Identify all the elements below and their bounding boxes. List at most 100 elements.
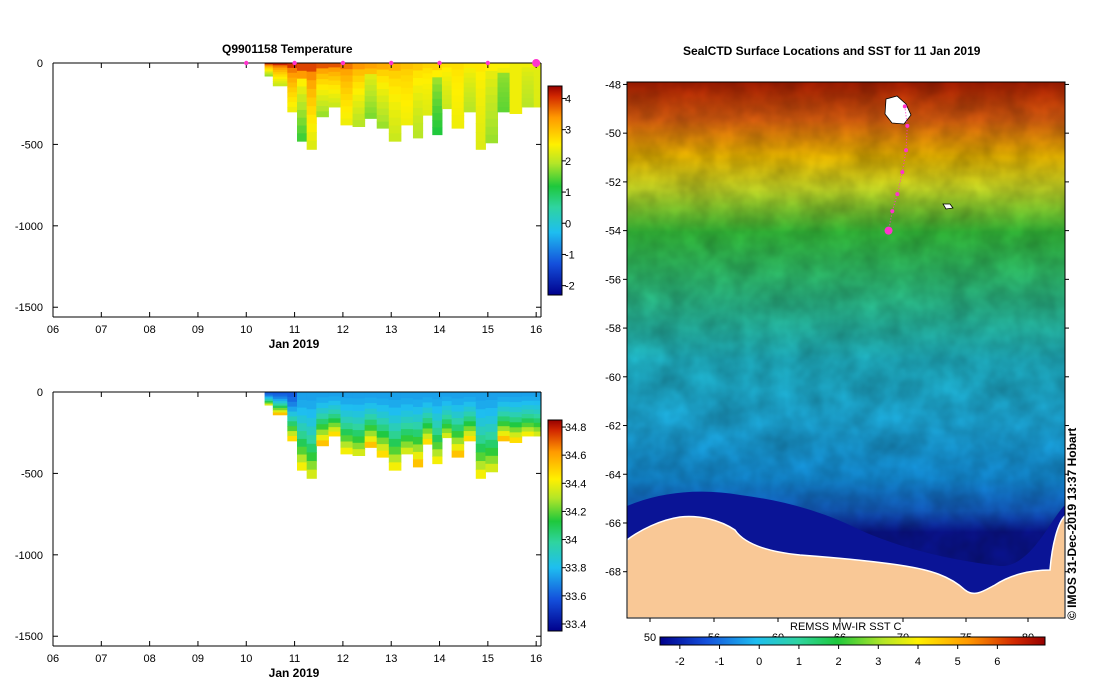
salinity-cell [533,409,541,415]
temperature-cell [441,76,453,82]
temperature-cell [441,72,453,78]
salinity-cell [264,392,274,394]
salinity-cell [432,392,443,400]
temperature-cell [422,68,433,74]
temperature-cell [316,73,329,80]
x-tick-label: 16 [530,653,542,665]
temperature-cell [287,87,298,93]
y-tick-label: 0 [37,58,43,70]
salinity-cell [297,454,308,463]
colorbar-tick-label: 34.6 [565,450,586,462]
temperature-cell [272,63,288,66]
salinity-cell [297,423,308,432]
temperature-cell [432,105,443,114]
temperature-cell [264,70,274,73]
salinity-cell [306,435,317,445]
salinity-cell [451,424,465,432]
salinity-cell [533,392,541,397]
temperature-cell [364,68,378,75]
temperature-cell [287,63,298,69]
temperature-cell [463,77,477,84]
temperature-cell [388,117,402,127]
salinity-cell [328,392,341,397]
temperature-cell [388,133,402,142]
temperature-cell [287,72,298,79]
salinity-cell [364,403,378,410]
temperature-cell [451,108,465,116]
temperature-cell [412,100,424,109]
temperature-cell [352,69,366,77]
salinity-cell [533,413,541,419]
salinity-cell [475,426,486,436]
temperature-cell [422,94,433,100]
lat-tick-label: -58 [605,323,621,335]
temperature-cell [451,102,465,110]
temperature-cell [364,79,378,86]
temperature-cell [422,109,433,116]
salinity-cell [364,441,378,448]
temperature-cell [400,87,414,95]
temperature-cell [316,79,329,85]
salinity-cell [485,392,499,401]
salinity-cell [412,429,424,438]
salinity-cell [340,404,354,412]
salinity-cell [521,413,535,419]
temperature-cell [451,89,465,97]
temperature-cell [485,63,499,72]
colorbar-tick-label: 0 [565,218,571,230]
x-tick-label: 08 [144,653,156,665]
salinity-cell [388,415,402,424]
temperature-cell [441,81,453,87]
profile-marker [389,60,394,66]
temperature-cell [432,127,443,136]
temperature-cell [533,93,541,99]
sst-colorbar-tick-label: -1 [715,656,725,668]
temperature-cell [364,63,378,70]
salinity-cell [485,415,499,425]
antarctic-land [627,515,1065,618]
temperature-cell [376,121,390,129]
salinity-cell [441,396,453,402]
temperature-cell [352,120,366,127]
salinity-cell [497,396,511,403]
salinity-cell [352,404,366,412]
temperature-cell [509,78,523,84]
temperature-cell [376,115,390,123]
profile-marker [532,59,541,67]
salinity-cell [388,407,402,416]
temperature-cell [475,97,486,107]
temperature-cell [340,69,354,76]
temperature-cell [272,65,288,69]
salinity-cell [264,394,274,397]
lat-tick-label: -66 [605,518,621,530]
salinity-cell [388,438,402,448]
salinity-cell [287,435,298,442]
temperature-cell [422,63,433,69]
temperature-cell [364,107,378,114]
salinity-cell [533,422,541,428]
salinity-cell [412,436,424,445]
salinity-cell [441,401,453,407]
salinity-cell [306,443,317,453]
temperature-cell [352,107,366,115]
salinity-cell [521,409,535,415]
temperature-cell [521,67,535,73]
temperature-cell [485,102,499,112]
salinity-cell [475,461,486,471]
temperature-cell [400,63,414,70]
seal-track-point [895,192,900,197]
salinity-cell [364,397,378,404]
temperature-cell [521,93,535,99]
salinity-cell [485,439,499,449]
y-tick-label: 0 [37,387,43,399]
salinity-cell [340,392,354,399]
temperature-cell [306,71,317,81]
temperature-cell [376,82,390,90]
temperature-cell [340,118,354,126]
temperature-cell [306,123,317,133]
salinity-cell [485,423,499,433]
salinity-cell [352,398,366,406]
salinity-cell [306,426,317,436]
temperature-cell [463,67,477,74]
salinity-cell [352,442,366,450]
